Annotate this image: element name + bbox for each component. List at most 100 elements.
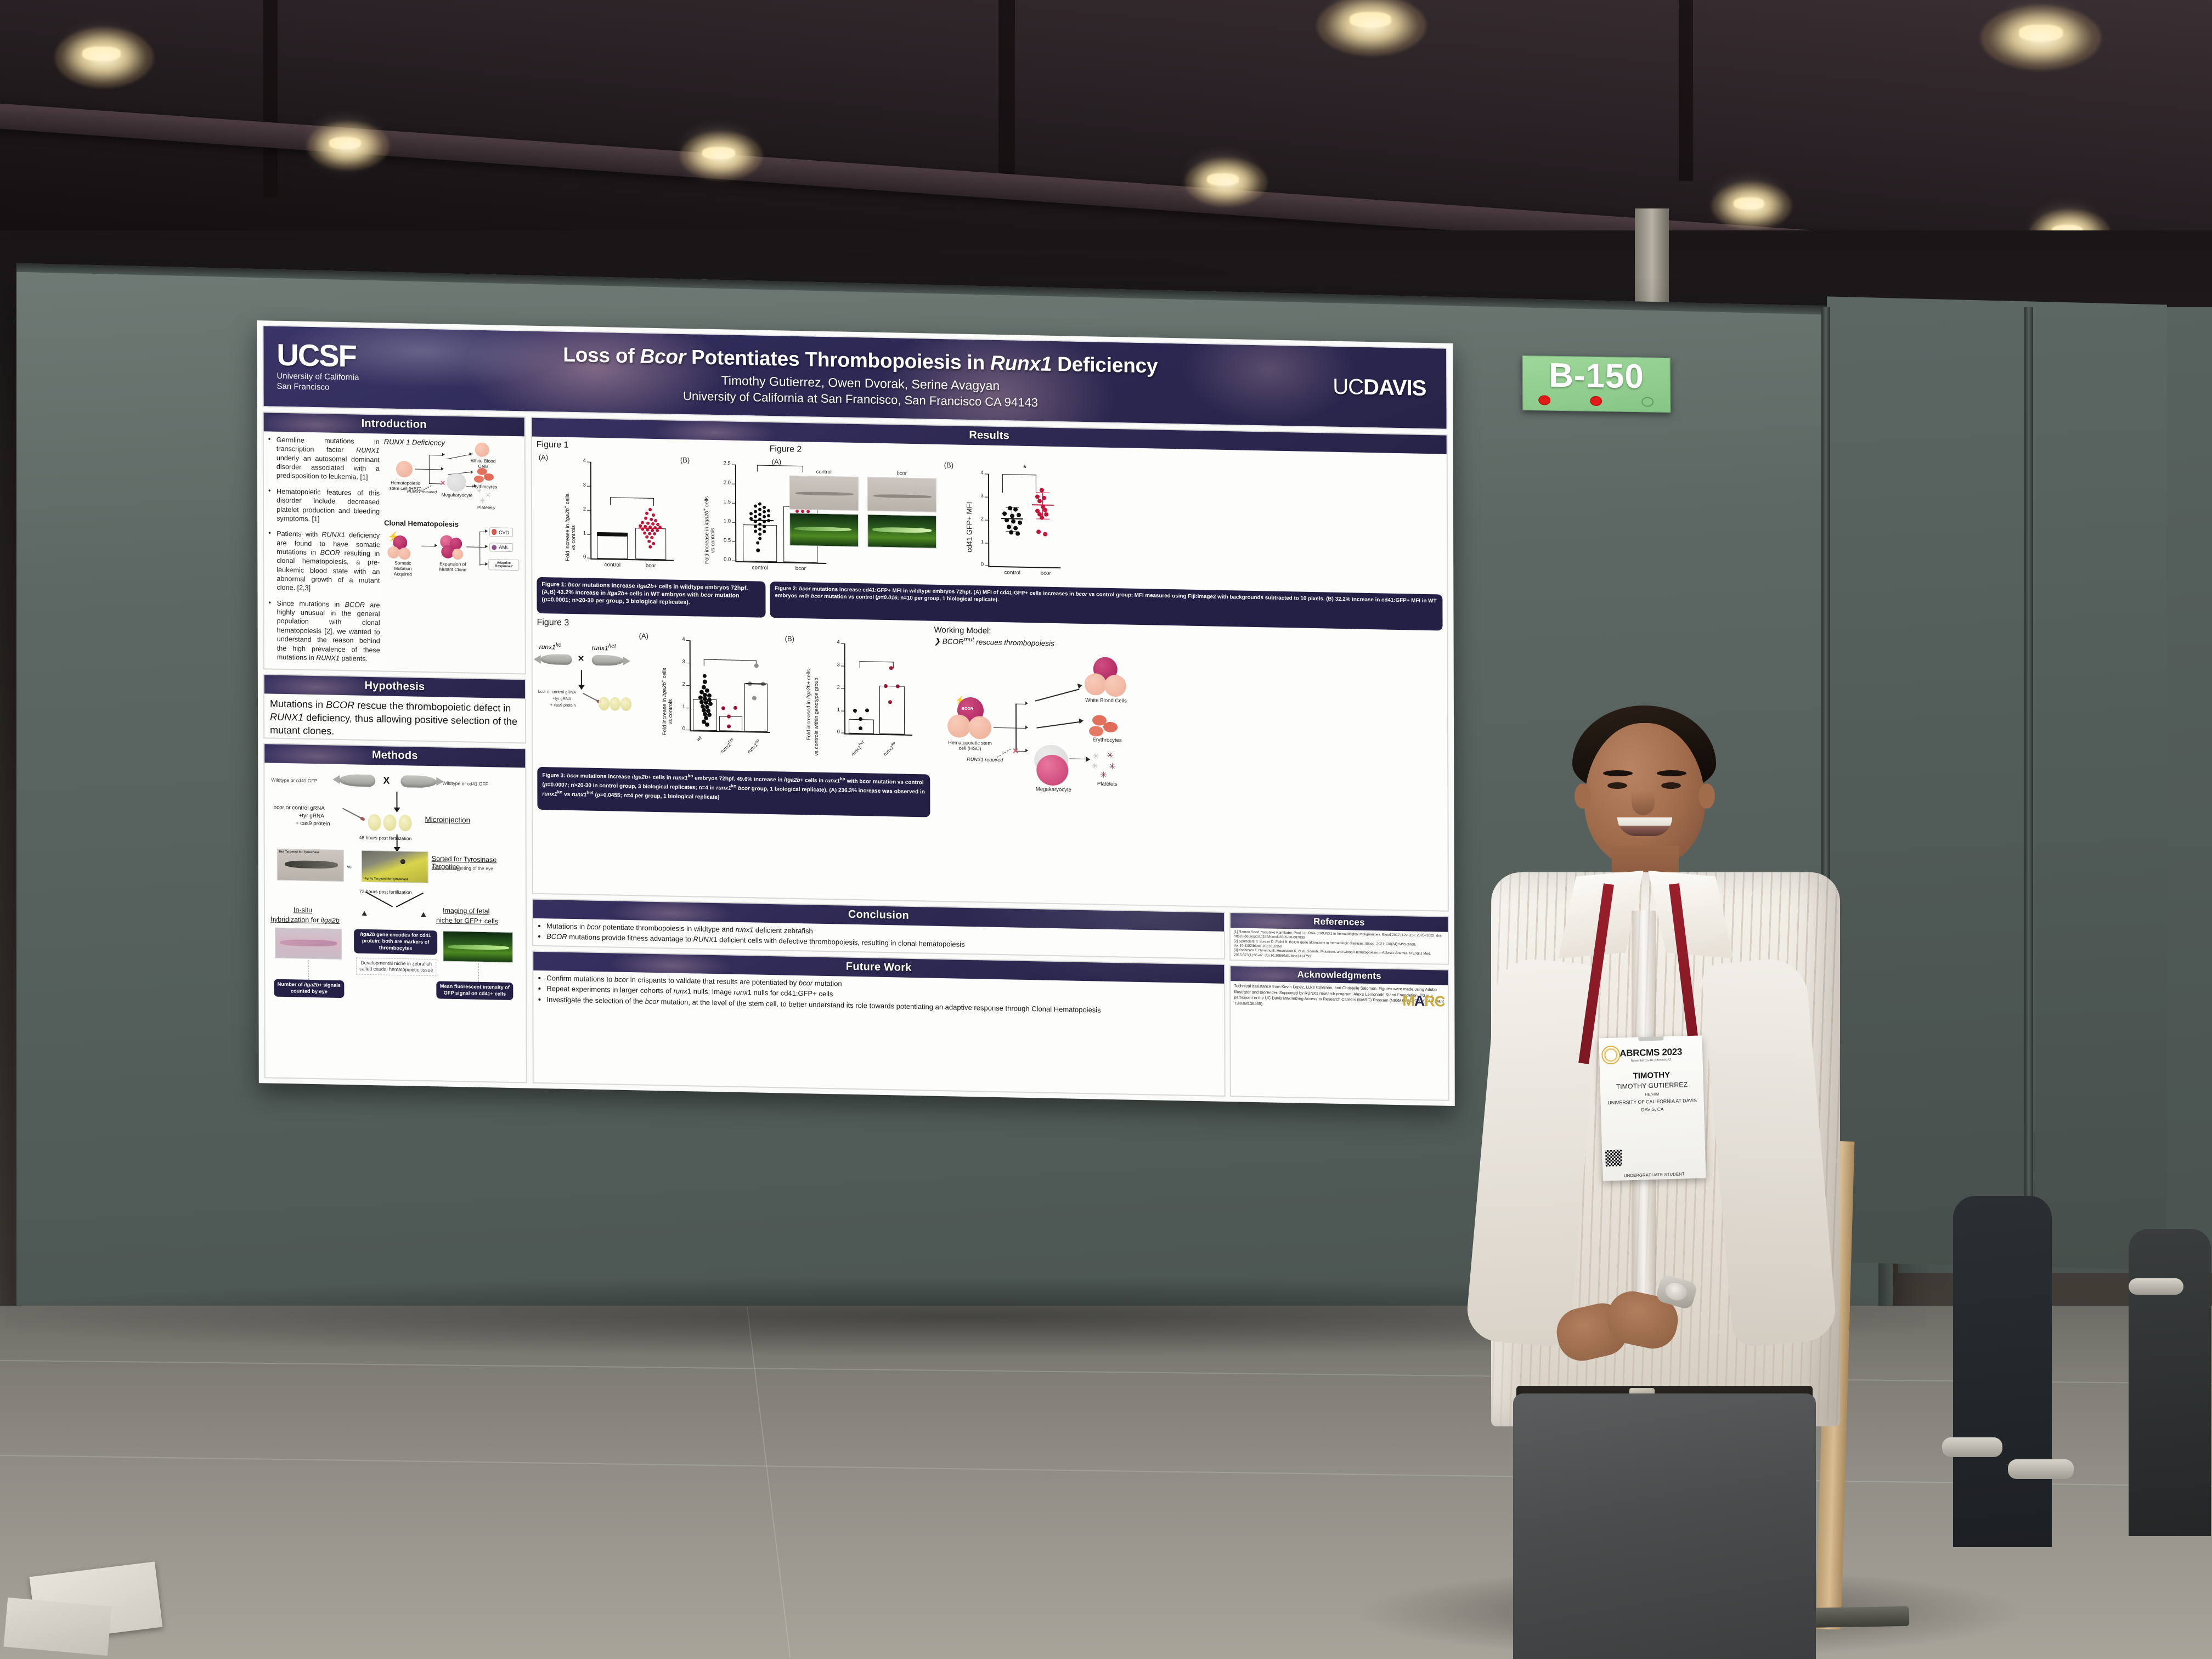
qr-code-icon [1605, 1149, 1622, 1167]
micrograph-bcor-gfp [867, 514, 937, 549]
wm-wbc-label: White Blood Cells [1085, 697, 1127, 704]
ucdavis-suffix: DAVIS [1363, 375, 1426, 400]
sign-indicator-dot-2 [1590, 396, 1602, 407]
ucsf-wordmark: UCSF [276, 337, 356, 374]
chart-fig3B-xlabel-ko: runx1ko [882, 740, 896, 757]
intro-diagram: RUNX 1 Deficiency Hematopoietic stem cel… [382, 437, 522, 673]
badge-pronouns: HE/HIM [1645, 1091, 1660, 1097]
badge-institution: UNIVERSITY OF CALIFORNIA AT DAVIS [1607, 1097, 1697, 1106]
zebrafish-het [591, 654, 624, 666]
sorted-subtitle: Based on targeting of the eye [431, 865, 494, 872]
zebrafish-left [339, 774, 376, 787]
outcome-chip-adaptive-label: Adaptive Response? [495, 561, 513, 568]
board-divider [2024, 307, 2033, 1273]
not-targeted-label: Not Targeted for Tyrosinase [279, 850, 320, 855]
somatic-mutation-label: Somatic Mutation Acquired [393, 560, 412, 577]
wm-bcor-tag: BCOR [961, 707, 973, 711]
micrograph-bcor-brightfield [867, 477, 936, 512]
booth-number-text: B-150 [1548, 356, 1645, 396]
figure-1-caption-rest: (A,B) 43.2% increase in itga2b+ cells in… [541, 589, 740, 606]
imaging-title-line2: niche for GFP+ cells [436, 916, 498, 926]
ucdavis-prefix: UC [1333, 374, 1364, 399]
methods-cross-left-label: Wildtype or cd41:GFP [271, 777, 318, 784]
methods-inject-line1: bcor or control gRNA [273, 804, 325, 812]
smile [1617, 817, 1672, 836]
outcome-chip-aml-label: AML [499, 544, 509, 550]
outcome-chip-adaptive: Adaptive Response? [488, 559, 520, 571]
methods-left-outcome: Number of itga2b+ signals counted by eye [274, 979, 345, 998]
methods-inject-line3: + cas9 protein [295, 820, 330, 827]
poster-banner: UCSF University of California San Franci… [262, 325, 1448, 430]
figure-1-panel-a-label: (A) [538, 453, 549, 462]
chart-fig2B-xlabel-control: control [1004, 569, 1020, 576]
chart-fig3A-xlabel-het: runx1het [719, 736, 735, 755]
micrograph-control-brightfield [789, 475, 859, 511]
methods-right-outcome: Mean fluorescent intensity of GFP signal… [436, 981, 514, 1000]
panel-introduction: Introduction Germline mutations in trans… [262, 411, 526, 675]
outcome-chip-aml: AML [489, 543, 513, 552]
badge-city: DAVIS, CA [1641, 1106, 1664, 1113]
highly-targeted-label: Highly Targeted for Tyrosinase [363, 877, 409, 882]
zebrafish-right [400, 775, 437, 788]
ucsf-logo: UCSF University of California San Franci… [263, 337, 400, 394]
zebrafish-ko [540, 653, 572, 665]
outcome-chip-cvd-label: CVD [499, 529, 510, 535]
background-person-1 [1953, 1196, 2052, 1547]
figure-1: Figure 1 (A) Fold increase in itga2b+ ce… [537, 440, 827, 618]
methods-inject-line2: +tyr gRNA [298, 812, 324, 820]
eyebrow-right [1657, 770, 1686, 776]
wm-megakaryocyte [1036, 754, 1069, 786]
eyebrow-left [1603, 770, 1633, 776]
list-item: Germline mutations in transcription fact… [275, 436, 380, 482]
insitu-title-line1: In-situ [293, 906, 313, 914]
list-item: Patients with RUNX1 deficiency are found… [275, 529, 380, 594]
presenter: ABRCMS 2023 November 15-18 | Phoenix, AZ… [1410, 653, 1904, 1659]
hypothesis-text: Mutations in BCOR rescue the thrombopoie… [269, 698, 518, 737]
ucdavis-logo: UCDAVIS [1320, 374, 1446, 400]
panel-methods: Methods Wildtype or cd41:GFP X Wildtype … [263, 743, 527, 1084]
micrograph-control-gfp [789, 512, 859, 548]
background-person-2 [2129, 1229, 2211, 1536]
figure-3-cross-left: runx1ko [539, 642, 562, 651]
chart-fig3B-ylabel: Fold increased in itga2b+ cells [805, 669, 812, 741]
gfp-imaging [443, 930, 514, 963]
panel-future-work: Future Work Confirm mutations to bcor in… [532, 950, 1226, 1097]
platelets-label: Platelets [477, 504, 495, 511]
figure-3-caption: Figure 3: bcor mutations increase itga2b… [537, 766, 930, 817]
conference-badge: ABRCMS 2023 November 15-18 | Phoenix, AZ… [1599, 1035, 1706, 1181]
shoe-left [1942, 1437, 2002, 1457]
chart-fig3A-ylabel: Fold increase in itga2b+ cells [659, 668, 668, 736]
expansion-label: Expansion of Mutant Clone [439, 561, 467, 573]
wm-erythrocytes-label: Erythrocytes [1092, 736, 1122, 743]
sign-indicator-dot-1 [1538, 395, 1551, 405]
chart-fig2B-ylabel: cd41 GFP+ MFI [964, 501, 974, 553]
figure-2-image-label-bcor: bcor [896, 470, 907, 476]
chart-fig3A-xlabel-wt: wt [695, 735, 703, 743]
megakaryocyte-label: Megakaryocyte [441, 492, 473, 498]
embryo-image-not-targeted: Not Targeted for Tyrosinase [276, 848, 344, 882]
shoe-far [2129, 1278, 2183, 1295]
figure-3-inject-1: bcor or control gRNA [538, 689, 576, 695]
figure-2: Figure 2 (A) control bcor [770, 444, 1443, 631]
eye-right [1661, 782, 1681, 789]
ear-right [1699, 783, 1715, 809]
intro-diagram-title-top: RUNX 1 Deficiency [383, 437, 445, 447]
chart-fig1B-ylabel: Fold increase in itga2b+ cells [702, 496, 710, 564]
figure-1-panel-b-label: (B) [680, 455, 690, 465]
figure-3-inject-3: + cas9 protein [550, 702, 576, 708]
trousers [1513, 1393, 1816, 1659]
badge-role: UNDERGRADUATE STUDENT [1623, 1171, 1685, 1178]
methods-diagram: Wildtype or cd41:GFP X Wildtype or cd41:… [267, 765, 524, 1080]
chart-fig2B: cd41 GFP+ MFI * [963, 463, 1065, 583]
nose [1632, 791, 1655, 815]
figure-2-panel-b-label: (B) [944, 461, 954, 470]
insitu-title-line2: hybridization for itga2b [270, 915, 340, 924]
methods-cross-right-label: Wildtype or cd41:GFP [442, 780, 489, 787]
shoe-right [2008, 1459, 2074, 1479]
panel-hypothesis: Hypothesis Mutations in BCOR rescue the … [263, 674, 527, 744]
badge-first-name: TIMOTHY [1633, 1070, 1671, 1081]
chart-fig3A: Fold increase in itga2b+ cells vs contro… [659, 635, 785, 770]
figure-3-inject-2: +tyr gRNA [552, 696, 572, 702]
intro-diagram-title-bottom: Clonal Hematopoiesis [384, 518, 459, 529]
